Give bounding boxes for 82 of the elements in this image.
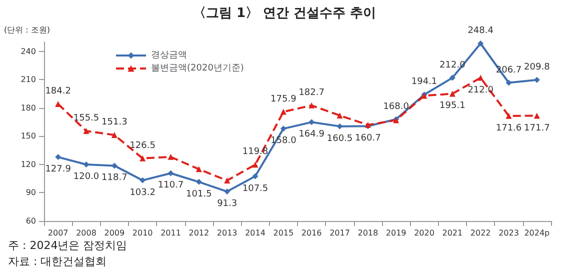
data-label: 160.7 <box>355 134 381 144</box>
point <box>196 178 202 185</box>
point <box>168 154 174 160</box>
x-tick-label: 2019 <box>386 228 406 238</box>
x-tick-label: 2015 <box>273 228 294 238</box>
point <box>224 177 230 184</box>
data-label: 120.0 <box>73 172 100 182</box>
x-tick-label: 2013 <box>216 228 238 238</box>
point <box>196 166 202 172</box>
data-label: 175.9 <box>270 94 297 104</box>
data-label: 171.6 <box>496 123 522 134</box>
point <box>449 74 456 81</box>
data-label: 110.7 <box>158 180 184 191</box>
y-axis-title: (단위 : 조원) <box>4 26 50 34</box>
point <box>83 128 90 134</box>
data-label: 160.5 <box>326 134 353 144</box>
y-tick-label: 90 <box>26 188 36 198</box>
legend-label: 경상금액 <box>151 50 187 60</box>
data-label: 248.4 <box>468 26 494 36</box>
point <box>449 90 456 97</box>
x-tick-label: 2017 <box>330 228 350 238</box>
data-label: 118.7 <box>102 173 128 184</box>
y-tick-label: 240 <box>20 46 36 56</box>
point <box>534 112 540 119</box>
point <box>252 173 258 180</box>
x-tick-label: 2018 <box>358 228 378 238</box>
point <box>252 162 258 168</box>
x-tick-label: 2021 <box>442 228 463 238</box>
point <box>478 74 484 81</box>
x-tick-label: 2024p <box>524 228 550 238</box>
text: 자료 : 대한건설협회 <box>8 255 107 268</box>
x-tick-label: 2011 <box>160 228 181 238</box>
y-tick-label: 120 <box>20 160 36 169</box>
x-tick-label: 2008 <box>76 228 96 238</box>
point <box>55 154 62 160</box>
data-label: 194.1 <box>411 77 438 88</box>
data-label: 155.5 <box>73 114 100 124</box>
data-label: 212.0 <box>468 85 494 96</box>
point <box>534 76 540 83</box>
data-label: 195.1 <box>440 101 466 112</box>
y-tick-label: 60 <box>26 216 36 226</box>
x-tick-label: 2007 <box>48 228 68 238</box>
point <box>111 132 118 138</box>
data-label: 103.2 <box>130 188 156 198</box>
x-tick-label: 2016 <box>301 228 322 238</box>
y-tick-label: 210 <box>20 75 36 84</box>
point <box>280 126 286 132</box>
x-tick-label: 2023 <box>498 228 519 238</box>
point <box>140 155 146 162</box>
data-label: 126.5 <box>130 140 156 151</box>
point <box>478 40 484 47</box>
data-label: 91.3 <box>217 199 238 210</box>
data-label: 107.5 <box>242 184 268 194</box>
point <box>140 177 146 184</box>
data-label: 184.2 <box>45 86 71 96</box>
x-tick-label: 2010 <box>132 228 153 238</box>
data-label: 182.7 <box>298 88 324 98</box>
x-tick-label: 2012 <box>188 228 210 238</box>
point <box>83 161 90 168</box>
data-label: 101.5 <box>186 189 212 200</box>
data-label: 209.8 <box>524 62 550 72</box>
y-tick-label: 150 <box>20 132 36 141</box>
point <box>308 102 315 108</box>
data-label: 151.3 <box>102 117 128 128</box>
point <box>336 112 343 118</box>
point <box>506 112 512 119</box>
x-tick-label: 2014 <box>245 228 266 238</box>
x-tick-label: 2022 <box>470 228 491 238</box>
data-label: 164.9 <box>298 130 325 140</box>
legend-label: 불변금액(2020년기준) <box>151 64 244 74</box>
data-label: 168.0 <box>383 102 410 112</box>
data-label: 119.8 <box>242 147 268 158</box>
point <box>280 108 286 115</box>
x-tick-label: 2009 <box>104 228 125 238</box>
data-label: 127.9 <box>45 164 72 175</box>
text: 주 : 2024년은 잠정치임 <box>8 239 128 252</box>
data-label: 171.7 <box>524 123 550 134</box>
chart-title: 〈그림 1〉 연간 건설수주 추이 <box>192 6 376 21</box>
x-tick-label: 2020 <box>414 228 434 238</box>
point <box>168 170 174 176</box>
point <box>224 188 230 195</box>
y-tick-label: 180 <box>20 103 36 112</box>
